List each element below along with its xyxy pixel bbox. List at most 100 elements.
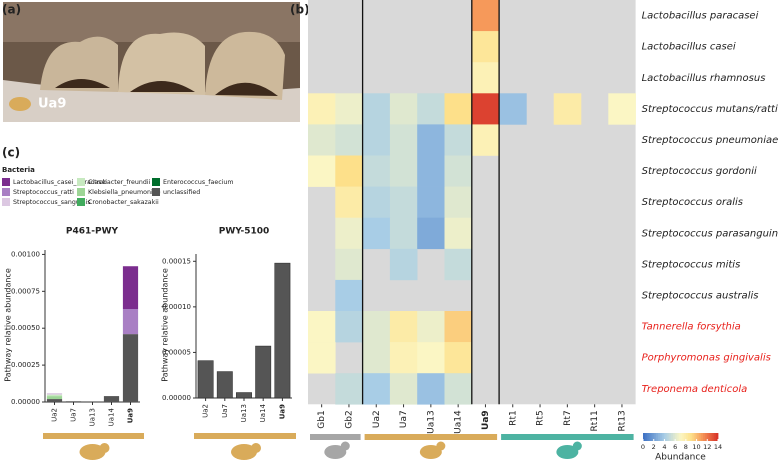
colorbar-step [689, 433, 693, 441]
x-tick-label: Ua2 [202, 404, 210, 418]
heatmap-cell [362, 311, 391, 343]
heatmap-cell [444, 186, 473, 218]
bar-segment [46, 396, 63, 400]
heatmap-cell [417, 93, 445, 125]
x-tick-label: Ua9 [278, 404, 286, 419]
x-tick-label: Ua13 [89, 408, 97, 426]
colorbar-step [693, 433, 696, 441]
legend-swatch [77, 178, 85, 186]
legend-swatch [2, 198, 10, 206]
column-label: Ua2 [372, 410, 382, 428]
bar-segment [46, 394, 63, 397]
heatmap-cell [389, 93, 418, 125]
colorbar-step [656, 433, 659, 441]
y-tick-label: 0.00100 [11, 250, 40, 258]
legend-label: Streptococcus_sanguinis [13, 199, 91, 206]
group-icon [572, 441, 582, 451]
legend-swatch [152, 188, 160, 196]
heatmap-cell [417, 186, 445, 218]
colorbar-step [650, 433, 653, 441]
x-tick-label: Ua2 [51, 408, 59, 422]
group-bar [310, 434, 361, 440]
colorbar-step [646, 433, 650, 441]
bear-icon [79, 444, 106, 460]
colorbar-tick-label: 8 [684, 443, 688, 451]
column-label: Rt7 [563, 410, 573, 426]
colorbar-step [667, 433, 670, 441]
heatmap-cell [417, 155, 445, 187]
heatmap-cell [335, 248, 363, 281]
colorbar-step [674, 433, 678, 441]
chart-title: P461-PWY [66, 227, 119, 237]
heatmap-cell [362, 373, 391, 405]
heatmap-cell [335, 311, 363, 343]
heatmap-cell [362, 124, 391, 156]
heatmap-cell [362, 342, 391, 374]
y-tick-label: 0.00075 [11, 287, 40, 295]
row-label: Tannerella forsythia [642, 322, 741, 333]
legend-label: Cronobacter_sakazakii [88, 199, 159, 206]
heatmap-cell [335, 373, 363, 405]
heatmap-cell [335, 93, 363, 125]
y-axis-label: Pathway relative abundance [161, 268, 170, 382]
heatmap-cell [444, 373, 473, 405]
row-label: Streptococcus mitis [642, 259, 741, 270]
colorbar-tick-label: 14 [714, 443, 722, 451]
colorbar-step [695, 433, 698, 441]
colorbar-step [663, 433, 666, 441]
legend-title: Bacteria [2, 166, 35, 174]
colorbar-step [669, 433, 672, 441]
column-label: Rt5 [536, 410, 546, 426]
heatmap-cell [308, 342, 336, 374]
colorbar-tick-label: 0 [641, 443, 645, 451]
heatmap-cell [389, 186, 418, 218]
x-tick-label: Ua14 [259, 403, 267, 422]
heatmap-cell [308, 124, 336, 156]
colorbar-step [691, 433, 695, 441]
colorbar-step [704, 433, 708, 441]
colorbar-tick-label: 6 [673, 443, 677, 451]
chart-title: PWY-5100 [219, 227, 270, 237]
bar-segment [46, 399, 63, 402]
row-label: Streptococcus gordonii [642, 166, 757, 177]
column-label: Gb1 [317, 410, 327, 428]
colorbar-step [673, 433, 676, 441]
heatmap-cell [389, 342, 418, 374]
bar [274, 262, 291, 399]
heatmap-cell [389, 155, 418, 187]
colorbar-step [676, 433, 680, 441]
heatmap-cell [471, 93, 500, 125]
heatmap-cell [417, 342, 445, 374]
heatmap-cell [417, 217, 445, 250]
column-label: Rt11 [590, 410, 600, 431]
heatmap-cell [308, 93, 336, 125]
heatmap-cell [335, 186, 363, 218]
bear-icon [99, 443, 110, 453]
panel-label: (b) [290, 3, 310, 17]
heatmap-cell [417, 373, 445, 405]
heatmap-cell [389, 217, 418, 250]
legend-swatch [152, 178, 160, 186]
colorbar-step [682, 433, 685, 441]
bar-segment [122, 334, 139, 402]
colorbar-step [661, 433, 665, 441]
x-tick-label: Ua9 [127, 408, 135, 423]
row-label: Streptococcus pneumoniae [642, 135, 778, 146]
heatmap-cell [389, 373, 418, 405]
row-label: Streptococcus oralis [642, 197, 743, 208]
bar-segment [122, 309, 139, 335]
colorbar-step [659, 433, 663, 441]
row-label: Streptococcus parasanguinis [642, 228, 778, 239]
y-tick-label: 0.00010 [162, 303, 191, 311]
colorbar-step [697, 433, 700, 441]
y-tick-label: 0.00050 [11, 324, 40, 332]
colorbar-step [680, 433, 683, 441]
y-tick-label: 0.00015 [162, 257, 191, 265]
group-icon [324, 445, 347, 459]
colorbar-step [701, 433, 704, 441]
group-icon [340, 441, 350, 451]
legend-label: Citrobacter_freundii [88, 179, 151, 186]
heatmap-cell [389, 311, 418, 343]
bar [216, 371, 233, 399]
row-label: Treponema denticola [642, 384, 748, 395]
